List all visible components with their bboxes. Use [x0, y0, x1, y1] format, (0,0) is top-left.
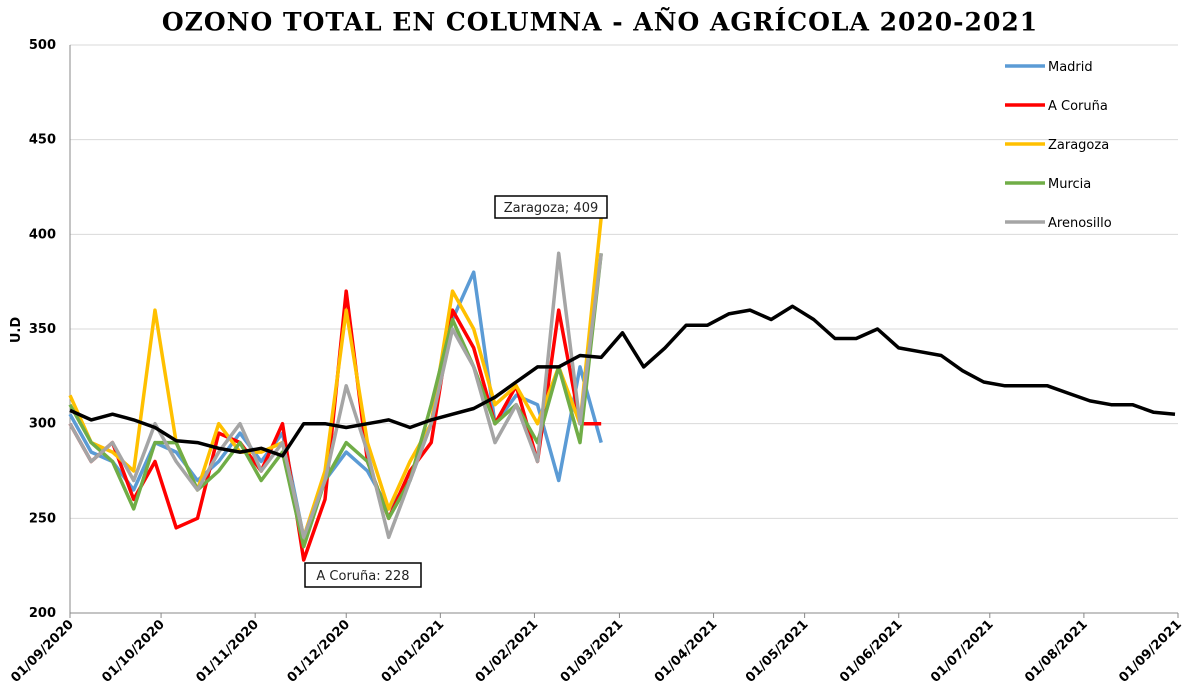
y-tick-label: 300: [29, 417, 56, 432]
legend-label: A Coruña: [1048, 99, 1108, 114]
y-tick-label: 200: [29, 606, 56, 621]
x-tick-label: 01/07/2021: [928, 617, 996, 685]
x-tick-label: 01/11/2020: [194, 617, 262, 685]
annotation-box: [494, 195, 608, 219]
y-tick-label: 500: [29, 38, 56, 53]
y-axis-label: U.D: [9, 317, 24, 343]
x-tick-label: 01/04/2021: [652, 617, 720, 685]
legend-label: Murcia: [1048, 177, 1091, 192]
x-tick-label: 01/08/2021: [1022, 617, 1090, 685]
y-tick-label: 250: [29, 511, 56, 526]
x-tick-label: 01/06/2021: [837, 617, 905, 685]
y-tick-label: 400: [29, 227, 56, 242]
x-tick-label: 01/10/2020: [99, 617, 167, 685]
x-tick-label: 01/09/2020: [8, 617, 76, 685]
chart-title: OZONO TOTAL EN COLUMNA - AÑO AGRÍCOLA 20…: [162, 8, 1038, 37]
y-tick-label: 350: [29, 322, 56, 337]
x-tick-label: 01/09/2021: [1116, 617, 1184, 685]
annotation: A Coruña: 228: [316, 569, 409, 584]
annotation: Zaragoza; 409: [504, 201, 599, 216]
annotation-box: [304, 562, 422, 588]
legend-label: Madrid: [1048, 60, 1093, 75]
x-tick-label: 01/03/2021: [558, 617, 626, 685]
legend-label: Arenosillo: [1048, 216, 1112, 231]
legend-label: Zaragoza: [1048, 138, 1109, 153]
y-tick-label: 450: [29, 133, 56, 148]
series-line: [68, 217, 603, 540]
x-tick-label: 01/05/2021: [743, 617, 811, 685]
x-tick-label: 01/12/2020: [285, 617, 353, 685]
x-tick-label: 01/01/2021: [379, 617, 447, 685]
series-line: [69, 304, 1176, 458]
x-tick-label: 01/02/2021: [473, 617, 541, 685]
